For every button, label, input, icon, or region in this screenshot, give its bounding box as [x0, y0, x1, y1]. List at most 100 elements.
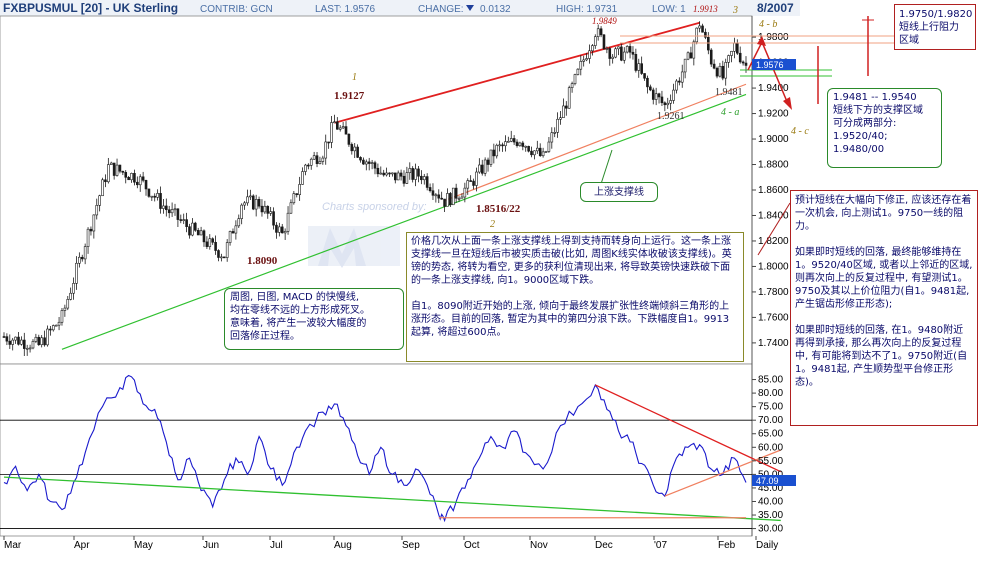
candle-body [196, 229, 200, 236]
candle-body [434, 194, 438, 197]
rsi-tick-label: 85.00 [758, 375, 783, 386]
candle-body [307, 164, 310, 167]
candle-body [463, 187, 467, 198]
candle-body [405, 172, 409, 184]
candle-body [536, 147, 539, 152]
candle-body [576, 68, 580, 75]
price-tick-label: 1.7600 [758, 312, 789, 323]
candle-body [315, 155, 319, 164]
rsi-tick-label: 35.00 [758, 510, 783, 521]
candle-body [350, 144, 354, 152]
price-label-1: 1.9127 [334, 90, 365, 102]
candle-body [188, 226, 191, 236]
candle-body [634, 54, 638, 71]
candle-body [437, 194, 441, 199]
candle-body [675, 80, 678, 91]
x-tick-label: Aug [334, 540, 352, 551]
candle-body [718, 65, 722, 77]
candle-body [741, 61, 745, 64]
candle-body [251, 195, 255, 210]
candle-body [654, 93, 658, 100]
candle-body [388, 172, 391, 175]
candle-body [127, 177, 130, 181]
candle-body [605, 48, 609, 50]
candle-body [591, 45, 594, 52]
rsi-panel [0, 363, 753, 537]
wave-label-2: 2 [490, 219, 495, 230]
candle-body [420, 175, 423, 181]
candle-body [515, 141, 519, 146]
x-tick-label: Feb [718, 540, 736, 551]
candle-body [518, 142, 522, 146]
x-tick-label: Jun [203, 540, 219, 551]
candle-body [92, 214, 96, 232]
candle-body [646, 77, 649, 88]
candle-body [144, 180, 148, 190]
candle-body [49, 328, 52, 331]
candle-body [153, 195, 157, 198]
candle-body [225, 242, 229, 258]
candle-body [593, 36, 597, 46]
price-label-3: 1.8516/22 [476, 203, 521, 215]
candle-body [260, 205, 264, 213]
candle-body [243, 202, 246, 206]
candle-body [625, 46, 629, 53]
candle-body [83, 246, 87, 260]
candle-body [582, 59, 585, 62]
candle-body [373, 162, 377, 169]
price-label-4: 1.9849 [592, 16, 617, 26]
rsi-tick-label: 45.00 [758, 483, 783, 494]
candle-body [141, 176, 145, 181]
last-label: LAST: 1.9576 [315, 4, 375, 15]
header-bar [0, 0, 800, 16]
candle-body [312, 155, 316, 160]
x-tick-label: Sep [402, 540, 420, 551]
x-tick-label: Jul [270, 540, 283, 551]
candle-body [327, 141, 330, 144]
price-label-5: 1.9913 [693, 4, 718, 14]
wave-label-4b: 4 - b [759, 19, 777, 30]
header-date: 8/2007 [757, 1, 794, 15]
candle-body [199, 230, 203, 236]
candle-body [280, 226, 284, 234]
candle-body [254, 199, 258, 210]
candle-body [738, 52, 742, 63]
candle-body [217, 250, 220, 258]
candle-body [275, 224, 278, 233]
candle-body [318, 161, 322, 164]
rsi-value-tag [752, 475, 796, 486]
candle-body [78, 256, 81, 264]
candle-body [237, 218, 241, 227]
candle-body [63, 307, 67, 311]
candle-body [567, 87, 571, 109]
candle-body [707, 36, 710, 51]
candle-body [425, 176, 429, 188]
forecast-note: 预计短线在大幅向下修正, 应该还存在着一次机会, 向上测试1。9750一线的阻力… [790, 190, 978, 426]
candle-body [257, 199, 261, 207]
candle-body [727, 55, 730, 63]
upper-support-trendline [444, 83, 747, 202]
candle-body [147, 188, 151, 197]
candle-body [393, 172, 397, 181]
candle-body [338, 127, 342, 130]
wave-label-4c: 4 - c [791, 126, 809, 137]
candle-body [391, 172, 394, 175]
candle-body [585, 58, 588, 61]
candle-body [341, 126, 345, 129]
candle-body [121, 170, 125, 173]
candle-body [666, 102, 670, 106]
price-tick-label: 1.9000 [758, 134, 789, 145]
candle-body [234, 225, 238, 234]
candle-body [556, 118, 559, 133]
candle-body [193, 222, 197, 231]
candle-body [72, 283, 75, 294]
candle-body [733, 42, 736, 52]
candle-body [362, 159, 365, 165]
candle-body [367, 161, 371, 164]
candle-body [179, 219, 183, 221]
candle-body [512, 138, 516, 143]
candle-body [643, 73, 646, 79]
candle-body [649, 86, 652, 91]
candle-body [156, 193, 159, 198]
candle-body [457, 197, 461, 200]
